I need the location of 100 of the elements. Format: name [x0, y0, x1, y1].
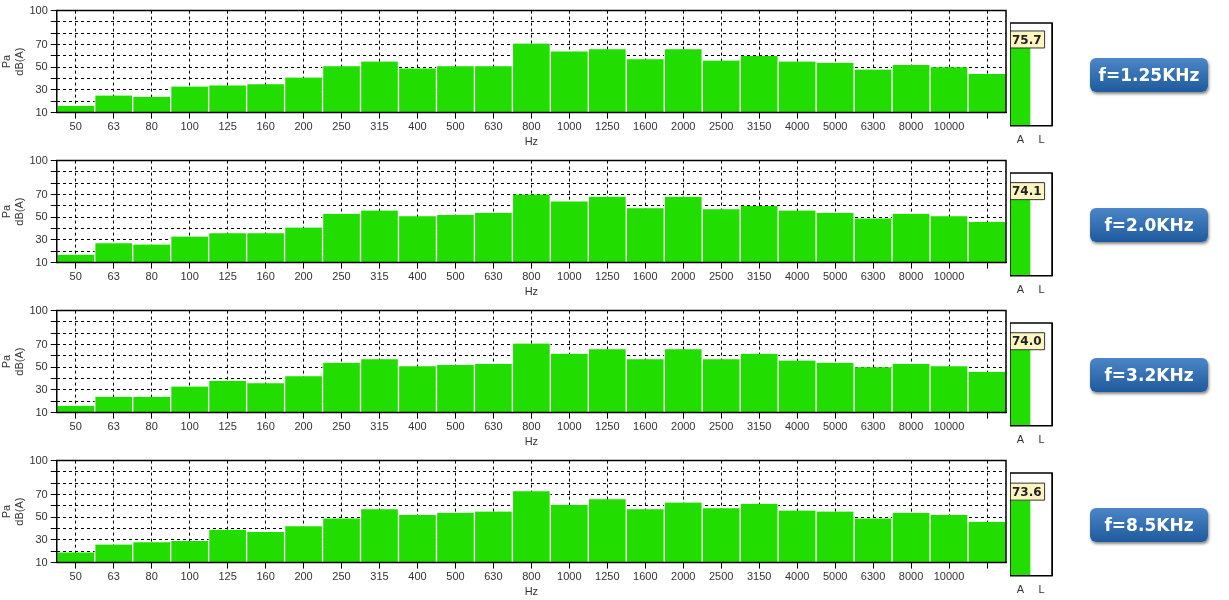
y-axis-title: Pa dB(A) — [0, 497, 25, 526]
x-tick-label: 50 — [69, 270, 82, 283]
x-tick-label: L — [1038, 283, 1045, 296]
x-tick-label: 160 — [256, 120, 275, 133]
x-tick-label: 3150 — [746, 420, 772, 433]
x-tick-label: 5000 — [822, 570, 848, 583]
x-tick-label: 500 — [446, 570, 465, 583]
x-tick-label: 1000 — [557, 270, 582, 283]
x-tick-label: 315 — [370, 570, 389, 583]
y-tick-label: 30 — [35, 382, 48, 395]
x-tick-label: 250 — [332, 120, 351, 133]
y-tick-label: 50 — [35, 210, 48, 223]
y-tick-label: 30 — [35, 532, 48, 545]
x-tick-label: 6300 — [860, 120, 886, 133]
x-tick-label: 4000 — [784, 420, 810, 433]
x-tick-label: 3150 — [746, 270, 772, 283]
x-axis-title: Hz — [524, 285, 539, 298]
x-tick-label: 630 — [484, 270, 503, 283]
data-label: 73.6 — [1012, 484, 1042, 499]
x-tick-label: 400 — [408, 420, 427, 433]
x-tick-label: 1600 — [633, 420, 658, 433]
x-tick-label: 10000 — [933, 420, 965, 433]
x-tick-label: 1250 — [595, 570, 620, 583]
x-tick-label: 3150 — [746, 120, 772, 133]
x-tick-label: 80 — [145, 270, 158, 283]
x-tick-label: 125 — [218, 270, 237, 283]
x-tick-label: 400 — [408, 270, 427, 283]
x-tick-label: 63 — [107, 420, 120, 433]
x-tick-label: 8000 — [898, 120, 924, 133]
x-tick-label: 4000 — [784, 120, 810, 133]
x-tick-label: 5000 — [822, 120, 848, 133]
label-button: f=8.5KHz — [1090, 508, 1208, 542]
x-tick-label: 200 — [294, 420, 313, 433]
x-tick-label: 10000 — [933, 120, 965, 133]
x-tick-label: 160 — [256, 420, 275, 433]
x-tick-label: 250 — [332, 270, 351, 283]
x-tick-label: A — [1016, 283, 1025, 296]
x-tick-label: 10000 — [933, 270, 965, 283]
x-tick-label: 80 — [145, 570, 158, 583]
x-tick-label: 400 — [408, 570, 427, 583]
x-tick-label: 2000 — [671, 270, 696, 283]
x-tick-label: 1250 — [595, 120, 620, 133]
x-tick-label: 2500 — [708, 120, 734, 133]
data-label: 75.7 — [1012, 32, 1042, 47]
x-tick-label: 500 — [446, 420, 465, 433]
x-tick-label: 50 — [69, 570, 82, 583]
y-tick-label: 70 — [35, 187, 48, 200]
x-tick-label: 160 — [256, 570, 275, 583]
x-tick-label: 630 — [484, 420, 503, 433]
x-tick-label: 5000 — [822, 270, 848, 283]
y-tick-label: 50 — [35, 510, 48, 523]
x-tick-label: 5000 — [822, 420, 848, 433]
y-tick-label: 10 — [35, 105, 48, 118]
x-axis-title: Hz — [524, 135, 539, 148]
x-tick-label: 200 — [294, 120, 313, 133]
x-tick-label: 1600 — [633, 270, 658, 283]
x-tick-label: 1250 — [595, 270, 620, 283]
x-tick-label: 400 — [408, 120, 427, 133]
y-axis-title: Pa dB(A) — [0, 47, 25, 76]
x-tick-label: 1000 — [557, 570, 582, 583]
x-tick-label: 1000 — [557, 420, 582, 433]
data-label: 74.1 — [1012, 184, 1042, 199]
y-tick-label: 30 — [35, 82, 48, 95]
x-tick-label: 250 — [332, 420, 351, 433]
x-tick-label: 630 — [484, 120, 503, 133]
x-tick-label: 160 — [256, 270, 275, 283]
y-tick-label: 70 — [35, 37, 48, 50]
x-tick-label: 500 — [446, 120, 465, 133]
x-tick-label: 2000 — [671, 570, 696, 583]
x-tick-label: 2000 — [671, 120, 696, 133]
x-tick-label: L — [1038, 433, 1045, 446]
x-tick-label: 800 — [522, 570, 541, 583]
y-tick-label: 70 — [35, 487, 48, 500]
y-tick-label: 50 — [35, 360, 48, 373]
y-tick-label: 100 — [29, 3, 48, 16]
x-tick-label: 1000 — [557, 120, 582, 133]
y-tick-label: 100 — [29, 153, 48, 166]
y-axis-title: Pa dB(A) — [0, 197, 25, 226]
x-tick-label: 80 — [145, 120, 158, 133]
x-tick-label: A — [1016, 133, 1025, 146]
x-tick-label: 1600 — [633, 570, 658, 583]
x-tick-label: 1600 — [633, 120, 658, 133]
x-tick-label: 1250 — [595, 420, 620, 433]
x-tick-label: 315 — [370, 270, 389, 283]
y-tick-label: 10 — [35, 255, 48, 268]
x-tick-label: 63 — [107, 270, 120, 283]
x-tick-label: 100 — [180, 120, 199, 133]
x-tick-label: 80 — [145, 420, 158, 433]
y-tick-label: 50 — [35, 60, 48, 73]
x-tick-label: L — [1038, 133, 1045, 146]
x-tick-label: 200 — [294, 270, 313, 283]
x-tick-label: 10000 — [933, 570, 965, 583]
y-tick-label: 30 — [35, 232, 48, 245]
x-tick-label: 315 — [370, 120, 389, 133]
x-tick-label: 4000 — [784, 270, 810, 283]
x-tick-label: 8000 — [898, 420, 924, 433]
y-tick-label: 10 — [35, 555, 48, 568]
x-tick-label: 125 — [218, 570, 237, 583]
x-tick-label: 630 — [484, 570, 503, 583]
label-button: f=3.2KHz — [1090, 358, 1208, 392]
